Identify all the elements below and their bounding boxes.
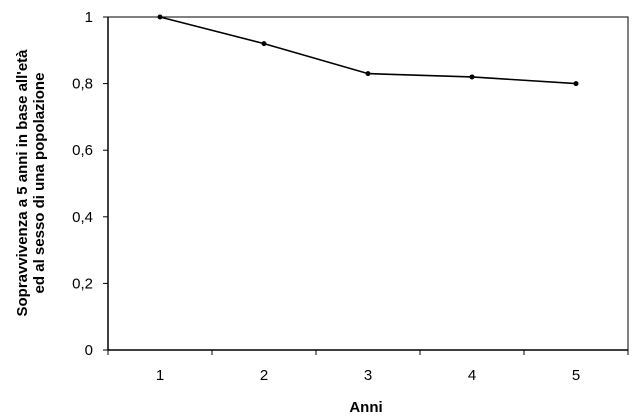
series-group [157, 14, 579, 87]
y-tick-label: 0,4 [72, 209, 93, 226]
x-tick-label: 4 [468, 367, 476, 384]
data-point [365, 71, 371, 77]
data-point [573, 81, 579, 87]
y-tick-label: 0,8 [72, 76, 93, 93]
y-tick-label: 0,2 [72, 275, 93, 292]
y-axis-title-line1: Sopravvivenza a 5 anni in base all'età [14, 49, 31, 317]
data-point [469, 74, 475, 80]
x-tick-label: 2 [260, 367, 268, 384]
x-ticks: 1 2 3 4 5 [107, 350, 629, 384]
y-tick-label: 0 [85, 342, 93, 359]
x-axis-title: Anni [349, 399, 382, 416]
y-tick-label: 0,6 [72, 142, 93, 159]
y-tick-label: 1 [85, 9, 93, 26]
y-axis-title-line2: ed al sesso di una popolazione [31, 73, 48, 294]
x-tick-label: 5 [572, 367, 580, 384]
data-point [261, 41, 267, 47]
plot-frame [107, 16, 629, 351]
x-tick-label: 3 [364, 367, 372, 384]
y-ticks: 0 0,2 0,4 0,6 0,8 1 [72, 9, 108, 359]
x-tick-label: 1 [156, 367, 164, 384]
data-point [157, 14, 163, 20]
